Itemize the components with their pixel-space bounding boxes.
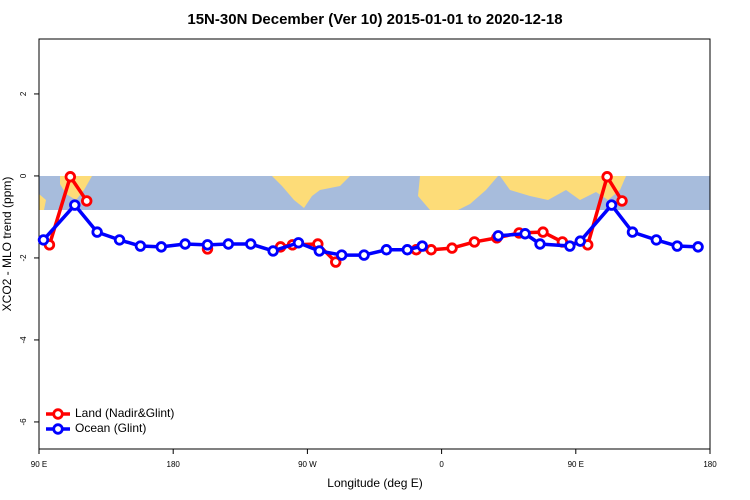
data-point: [134, 240, 147, 252]
x-tick-label: 0: [439, 460, 444, 469]
y-tick-label: -2: [19, 254, 28, 262]
x-axis-label: Longitude (deg E): [327, 476, 422, 490]
plot-frame: [38, 38, 711, 450]
data-point: [425, 244, 437, 256]
data-point: [245, 238, 257, 250]
data-point: [605, 199, 618, 211]
y-tick-label: -6: [19, 418, 28, 426]
x-tick-label: 180: [167, 460, 181, 469]
data-point: [380, 244, 393, 256]
data-point: [574, 235, 586, 247]
y-axis-label: XCO2 - MLO trend (ppm): [0, 177, 14, 312]
data-point: [534, 238, 546, 250]
data-point: [81, 195, 93, 207]
data-point: [313, 245, 326, 257]
data-point: [222, 238, 235, 250]
y-tick-label: 0: [19, 173, 28, 178]
chart-title: 15N-30N December (Ver 10) 2015-01-01 to …: [187, 11, 562, 28]
data-point: [155, 241, 167, 253]
data-point: [335, 249, 348, 261]
data-point: [267, 245, 279, 257]
map-background: [39, 176, 710, 210]
data-point: [468, 236, 481, 248]
data-point: [358, 249, 370, 261]
data-point: [64, 171, 77, 183]
data-point: [69, 199, 81, 211]
x-tick-label: 90 W: [298, 460, 317, 469]
legend-label: Ocean (Glint): [75, 421, 146, 435]
legend-marker: [52, 408, 64, 420]
x-tick-label: 90 E: [31, 460, 47, 469]
data-point: [564, 240, 576, 252]
data-point: [201, 239, 214, 251]
data-point: [446, 242, 458, 254]
data-point: [179, 238, 191, 250]
data-point: [616, 195, 628, 207]
data-point: [292, 237, 305, 249]
x-tick-label: 180: [703, 460, 717, 469]
y-tick-label: 2: [19, 91, 28, 96]
x-tick-label: 90 E: [568, 460, 584, 469]
data-point: [537, 226, 549, 238]
data-point: [626, 226, 639, 238]
legend-label: Land (Nadir&Glint): [75, 406, 174, 420]
data-point: [650, 234, 663, 246]
data-point: [492, 230, 504, 242]
legend-marker: [52, 423, 64, 435]
data-point: [671, 240, 683, 252]
y-tick-label: -4: [19, 336, 28, 344]
data-point: [37, 234, 50, 246]
data-point: [692, 241, 704, 253]
data-point: [330, 256, 342, 268]
data-point: [519, 228, 531, 240]
data-point: [416, 240, 428, 252]
data-point: [601, 171, 613, 183]
data-point: [91, 226, 103, 238]
data-point: [113, 234, 126, 246]
data-point: [401, 244, 414, 256]
